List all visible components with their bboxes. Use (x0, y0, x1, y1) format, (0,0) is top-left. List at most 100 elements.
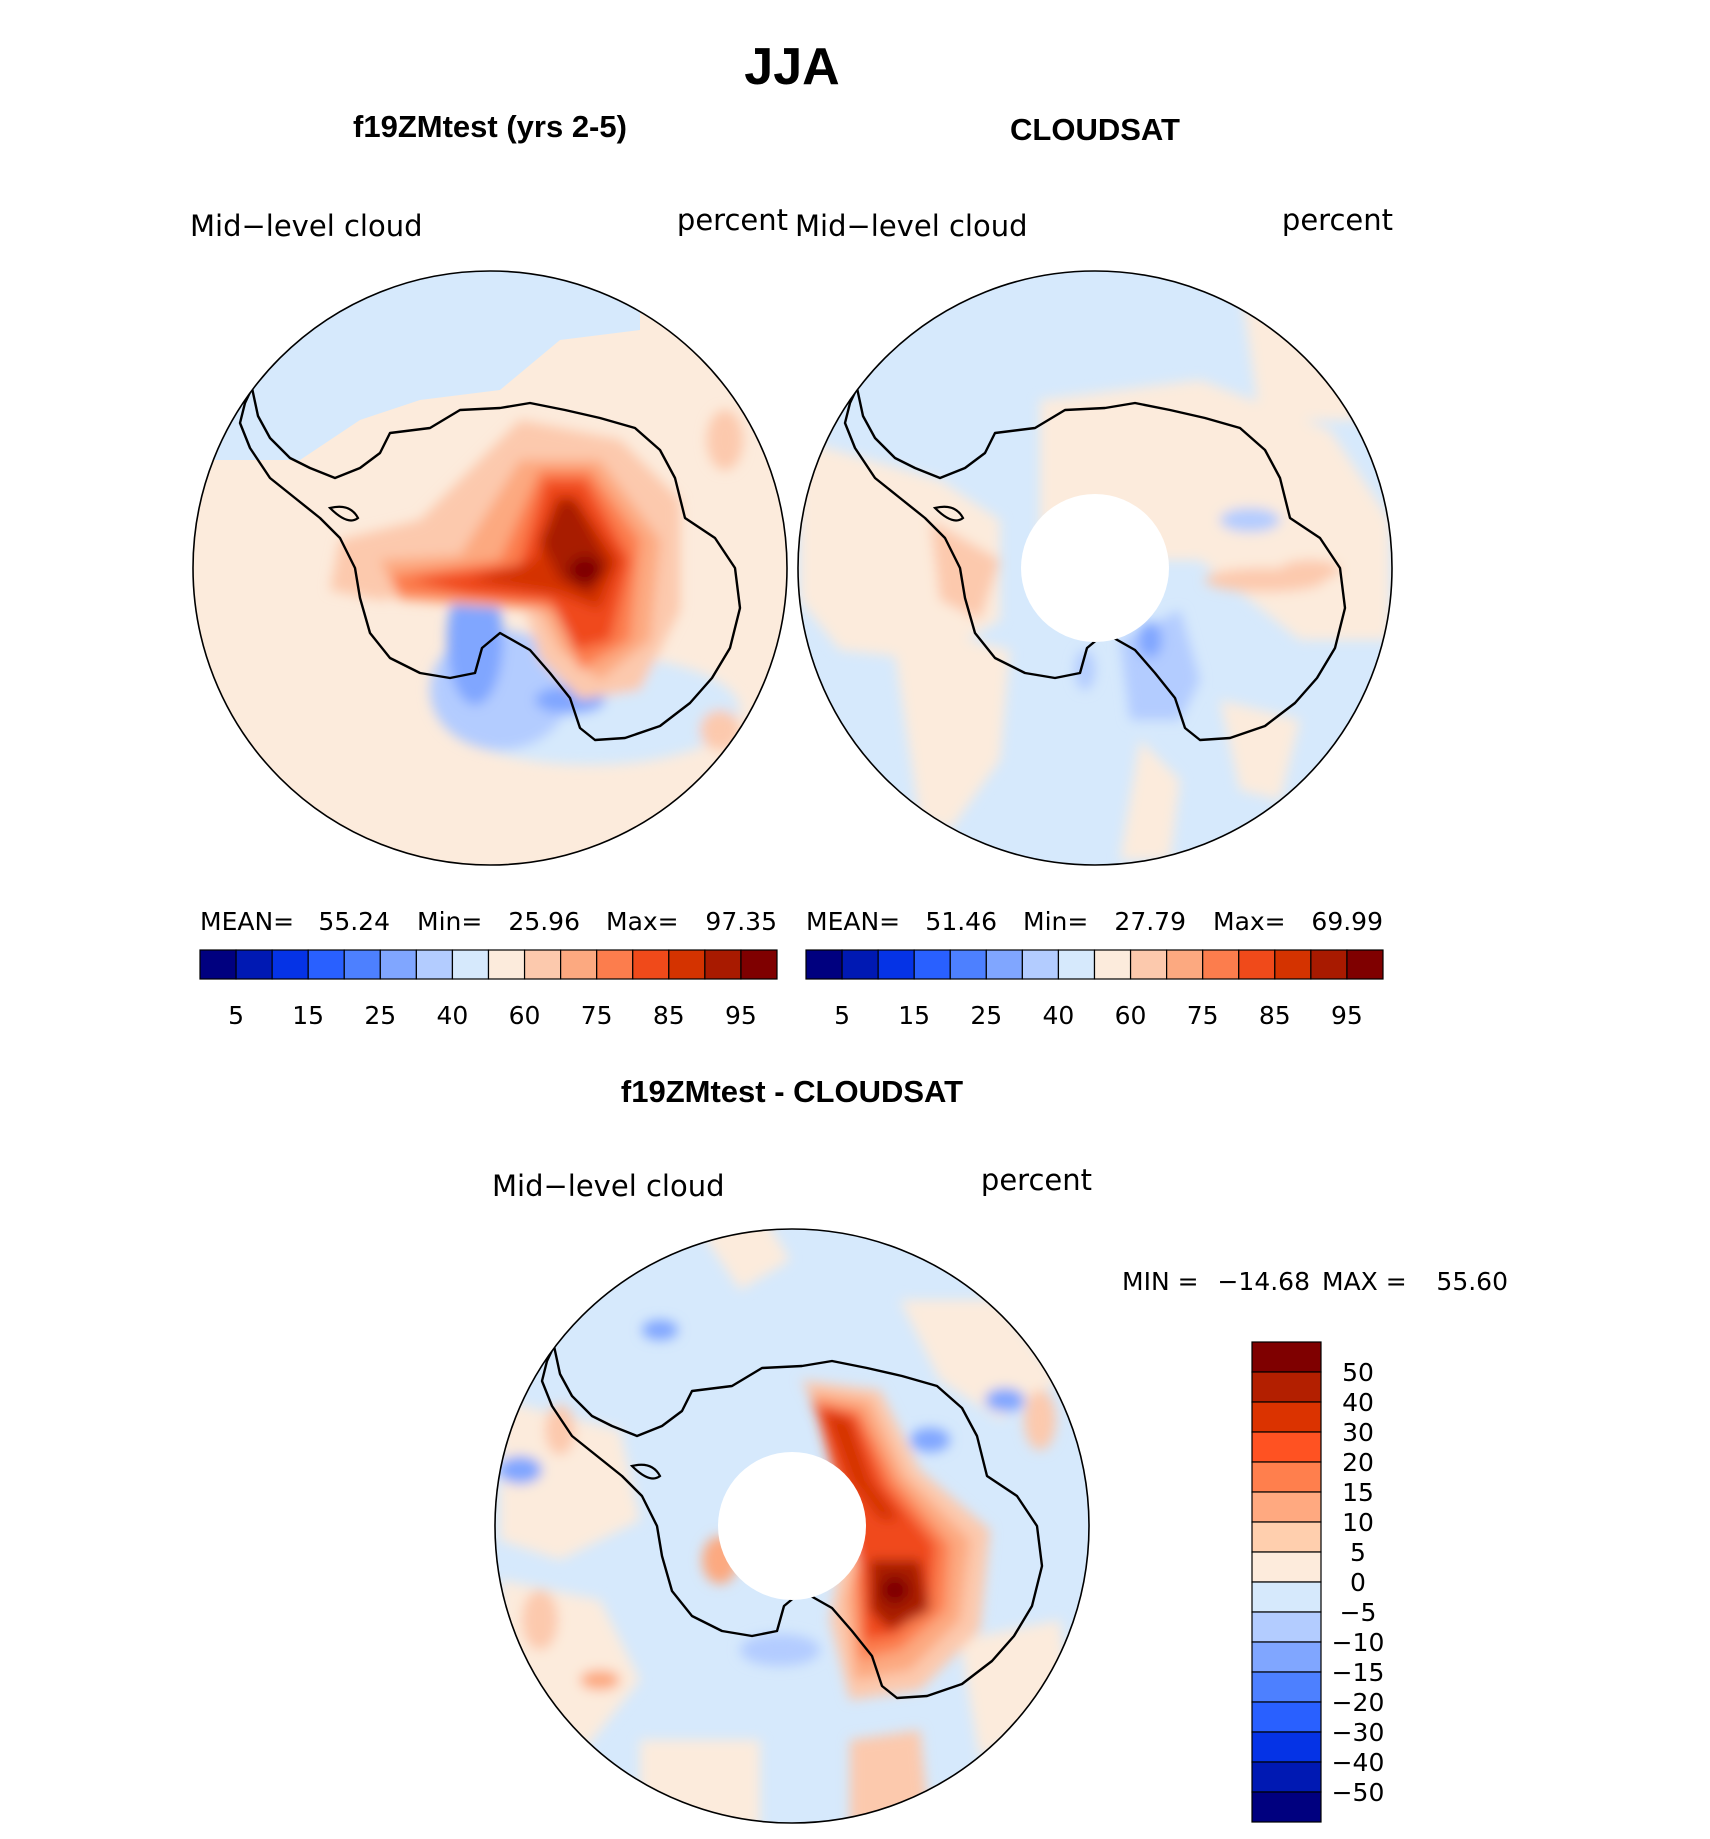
panel-model-min-label: Min= (417, 907, 482, 936)
panel-obs-colorbar-box (1202, 949, 1240, 980)
panel-model-title: f19ZMtest (yrs 2-5) (353, 109, 627, 144)
panel-obs-colorbar-box (1274, 949, 1312, 980)
panel-obs-colorbar-box (877, 949, 915, 980)
panel-model-colorbar-box (451, 949, 490, 980)
panel-diff-colorbar-tick-label: −30 (1332, 1718, 1385, 1747)
panel-diff-colorbar-box (1251, 1611, 1322, 1643)
panel-model-mean-label: MEAN= (200, 907, 294, 936)
panel-diff-colorbar-box (1251, 1461, 1322, 1493)
panel-model-colorbar: 5 15 25 40 60 75 85 95 (199, 949, 778, 1030)
panel-obs-colorbar-box (1129, 949, 1168, 980)
panel-diff-colorbar-box (1251, 1371, 1322, 1403)
panel-diff-colorbar-box (1251, 1731, 1322, 1763)
panel-obs-colorbar-box (949, 949, 987, 980)
panel-model-colorbar-box (740, 949, 778, 980)
panel-diff-colorbar-box (1251, 1641, 1322, 1673)
panel-model-max: 97.35 (705, 907, 777, 936)
panel-diff-colorbar-box (1251, 1521, 1322, 1553)
panel-model-colorbar-box (343, 949, 381, 980)
panel-model-colorbar-box (668, 949, 706, 980)
panel-diff-colorbar-box (1251, 1551, 1322, 1583)
panel-obs-colorbar-tick-label: 95 (1331, 1001, 1363, 1030)
panel-diff-colorbar-tick-label: 15 (1342, 1478, 1374, 1507)
panel-diff-colorbar-tick-label: −5 (1340, 1598, 1377, 1627)
panel-diff-colorbar-box (1251, 1491, 1322, 1523)
panel-diff-colorbar-tick-label: −40 (1332, 1748, 1385, 1777)
panel-obs-left-label: Mid−level cloud (795, 209, 1028, 243)
panel-obs-colorbar-box (1021, 949, 1060, 980)
panel-diff-colorbar-tick-label: −20 (1332, 1688, 1385, 1717)
panel-obs-colorbar-box (1057, 949, 1096, 980)
panel-obs-colorbar-box (1238, 949, 1276, 980)
panel-obs-min: 27.79 (1114, 907, 1186, 936)
panel-obs-max: 69.99 (1311, 907, 1383, 936)
panel-obs-colorbar-box (913, 949, 951, 980)
panel-diff-colorbar-box (1251, 1701, 1322, 1733)
panel-model-colorbar-tick-label: 85 (653, 1001, 685, 1030)
panel-model-colorbar-box (235, 949, 273, 980)
panel-model-colorbar-box (415, 949, 454, 980)
panel-diff-max-label: MAX = (1322, 1267, 1407, 1296)
panel-obs-colorbar-box (1346, 949, 1384, 980)
panel-obs-colorbar-box (1166, 949, 1204, 980)
panel-obs-max-label: Max= (1213, 907, 1286, 936)
panel-obs-colorbar-box (1310, 949, 1348, 980)
panel-diff-colorbar-box (1251, 1761, 1322, 1793)
panel-obs-colorbar-tick-label: 85 (1259, 1001, 1291, 1030)
panel-diff-colorbar-box (1251, 1341, 1322, 1373)
panel-obs-mean: 51.46 (925, 907, 997, 936)
panel-obs-units: percent (1282, 203, 1393, 237)
panel-model-colorbar-box (596, 949, 634, 980)
panel-diff-max: 55.60 (1436, 1267, 1508, 1296)
figure-title: JJA (744, 38, 839, 96)
panel-obs-colorbar-tick-label: 15 (898, 1001, 930, 1030)
panel-diff-colorbar-tick-label: 20 (1342, 1448, 1374, 1477)
panel-model-colorbar-tick-label: 40 (437, 1001, 469, 1030)
panel-model-colorbar-tick-label: 15 (292, 1001, 324, 1030)
panel-model-colorbar-box (560, 949, 598, 980)
panel-obs-colorbar-tick-label: 25 (970, 1001, 1002, 1030)
panel-obs-colorbar-tick-label: 60 (1115, 1001, 1147, 1030)
panel-diff-colorbar-tick-label: 10 (1342, 1508, 1374, 1537)
panel-model: f19ZMtest (yrs 2-5) Mid−level cloud perc… (190, 109, 788, 1030)
panel-model-colorbar-tick-label: 75 (581, 1001, 613, 1030)
panel-model-colorbar-box (307, 949, 345, 980)
panel-obs-colorbar-tick-label: 75 (1187, 1001, 1219, 1030)
panel-obs-min-label: Min= (1023, 907, 1088, 936)
panel-diff-min-label: MIN = (1122, 1267, 1199, 1296)
panel-diff-colorbar-tick-label: −50 (1332, 1778, 1385, 1807)
panel-diff-colorbar-box (1251, 1401, 1322, 1433)
panel-obs-title: CLOUDSAT (1010, 112, 1180, 147)
panel-diff-colorbar-tick-label: 0 (1350, 1568, 1366, 1597)
panel-diff-units: percent (981, 1163, 1092, 1197)
panel-diff-min: −14.68 (1217, 1267, 1310, 1296)
panel-obs-colorbar: 5 15 25 40 60 75 85 95 (805, 949, 1384, 1030)
panel-diff: f19ZMtest - CLOUDSAT Mid−level cloud per… (492, 1074, 1508, 1824)
panel-diff-colorbar-box (1251, 1431, 1322, 1463)
panel-model-colorbar-box (704, 949, 742, 980)
panel-diff-colorbar-box (1251, 1581, 1322, 1613)
panel-obs-colorbar-box (985, 949, 1023, 980)
panel-model-colorbar-box (199, 949, 237, 980)
panel-model-left-label: Mid−level cloud (190, 209, 423, 243)
panel-model-colorbar-box (379, 949, 417, 980)
panel-obs-colorbar-box (805, 949, 843, 980)
panel-model-colorbar-box (487, 949, 526, 980)
panel-diff-colorbar-box (1251, 1791, 1322, 1823)
panel-obs: CLOUDSAT Mid−level cloud percent (795, 112, 1393, 1030)
panel-obs-mean-label: MEAN= (806, 907, 900, 936)
panel-diff-left-label: Mid−level cloud (492, 1169, 725, 1203)
panel-diff-colorbar-box (1251, 1671, 1322, 1703)
panel-diff-colorbar-tick-label: 40 (1342, 1388, 1374, 1417)
panel-diff-colorbar-tick-label: −15 (1332, 1658, 1385, 1687)
panel-model-colorbar-tick-label: 95 (725, 1001, 757, 1030)
panel-obs-colorbar-box (1093, 949, 1132, 980)
panel-model-min: 25.96 (508, 907, 580, 936)
panel-diff-title: f19ZMtest - CLOUDSAT (621, 1074, 963, 1109)
panel-model-colorbar-tick-label: 25 (364, 1001, 396, 1030)
panel-model-colorbar-tick-label: 60 (509, 1001, 541, 1030)
panel-obs-colorbar-tick-label: 5 (834, 1001, 850, 1030)
panel-model-colorbar-tick-label: 5 (228, 1001, 244, 1030)
